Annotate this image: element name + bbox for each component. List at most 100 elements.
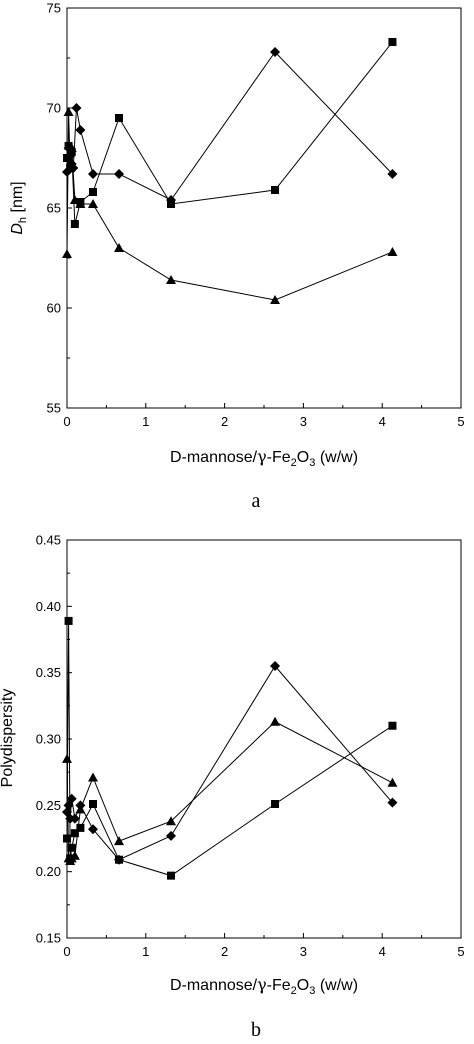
square-marker [89,800,98,809]
square-marker [70,220,79,228]
diamond-marker [75,125,86,135]
series-line-diamond [66,665,393,861]
y-tick-label: 0.45 [36,533,61,548]
x-axis-label-part: O [297,977,309,994]
x-axis-label-part: 3 [309,457,315,469]
diamond-marker [387,797,398,808]
y-axis-label-sub-a: h [17,217,29,223]
panel-label-b: b [251,1019,261,1041]
diamond-marker [71,103,82,113]
data-marks-b [62,616,398,880]
x-axis-label-part: (w/w) [315,977,358,994]
x-axis-label-part: D-mannose/ [170,449,258,466]
y-tick-label: 0.30 [36,732,61,747]
x-tick-labels-a: 0 1 2 3 4 5 [63,414,464,429]
x-axis-label-part: -Fe [267,977,291,994]
diamond-marker [66,793,77,804]
y-tick-label: 0.25 [36,798,61,813]
square-marker [271,800,280,809]
y-tick-label: 75 [47,1,61,16]
square-marker [70,829,79,838]
series-line-triangle [66,721,393,863]
triangle-marker [88,199,99,208]
square-marker [271,186,280,194]
y-tick-labels-b: 0.15 0.20 0.25 0.30 0.35 0.40 0.45 [36,533,61,946]
tick-marks-b [66,539,462,939]
y-axis-label-main-a: D [9,223,26,235]
triangle-marker [166,275,177,284]
series-line-triangle [66,111,393,301]
x-axis-label-part: 3 [309,985,315,997]
diamond-marker [270,661,281,672]
square-marker [89,188,98,196]
triangle-marker [166,816,177,826]
data-marks-a [62,38,398,304]
y-tick-label: 70 [47,101,61,116]
x-tick-label: 2 [221,944,228,959]
diamond-marker [387,169,398,179]
y-tick-label: 65 [47,201,61,216]
x-axis-label-b: D-mannose/γ-Fe2O3 (w/w) [170,975,358,997]
square-marker [388,38,397,46]
triangle-marker [69,850,80,860]
y-axis-label-a: Dh [nm] [9,181,29,234]
x-axis-label-part: γ [257,975,267,994]
y-tick-label: 0.40 [36,599,61,614]
y-tick-label: 55 [47,401,61,416]
diamond-marker [88,169,99,179]
triangle-marker [65,163,76,172]
y-tick-label: 60 [47,301,61,316]
x-axis-label-part: γ [257,447,267,466]
x-axis-label-part: 2 [291,985,297,997]
square-marker [167,871,176,880]
triangle-marker [387,777,398,787]
triangle-marker [62,249,72,258]
x-axis-label-part: O [297,449,309,466]
triangle-marker [387,247,398,256]
x-axis-label-part: -Fe [267,449,291,466]
y-tick-label: 0.15 [36,931,61,946]
x-tick-label: 2 [221,414,228,429]
triangle-marker [62,753,72,763]
diamond-marker [270,47,281,57]
diamond-marker [69,813,80,824]
y-axis-label-unit-a: [nm] [9,181,26,217]
x-tick-label: 5 [457,414,464,429]
x-tick-label: 4 [379,944,386,959]
diamond-marker [88,824,99,835]
diamond-marker [114,169,125,179]
x-tick-label: 0 [63,414,70,429]
x-tick-label: 1 [142,944,149,959]
series-line-square [66,41,393,225]
panel-label-a: a [252,490,261,512]
y-tick-label: 0.35 [36,665,61,680]
x-tick-label: 1 [142,414,149,429]
square-marker [63,154,71,162]
triangle-marker [270,716,281,726]
x-tick-label: 4 [379,414,386,429]
x-tick-labels-b: 0 1 2 3 4 5 [63,944,464,959]
series-line-square [66,620,393,877]
y-axis-label-b: Polydispersity [0,689,16,788]
y-tick-labels-a: 55 60 65 70 75 [47,1,61,416]
plot-frame-b [66,539,462,939]
triangle-marker [114,243,125,252]
x-axis-label-part: (w/w) [315,449,358,466]
x-axis-label-part: 2 [291,457,297,469]
x-axis-label-part: D-mannose/ [170,977,258,994]
triangle-marker [63,107,74,116]
x-tick-label: 0 [63,944,70,959]
tick-marks-a [66,7,462,409]
square-marker [67,843,76,852]
square-marker [115,855,124,864]
triangle-marker [69,195,80,204]
square-marker [167,200,176,208]
square-marker [64,616,73,625]
x-axis-label-a: D-mannose/γ-Fe2O3 (w/w) [170,447,358,469]
square-marker [388,721,397,730]
triangle-marker [75,804,86,814]
diamond-marker [166,830,177,841]
